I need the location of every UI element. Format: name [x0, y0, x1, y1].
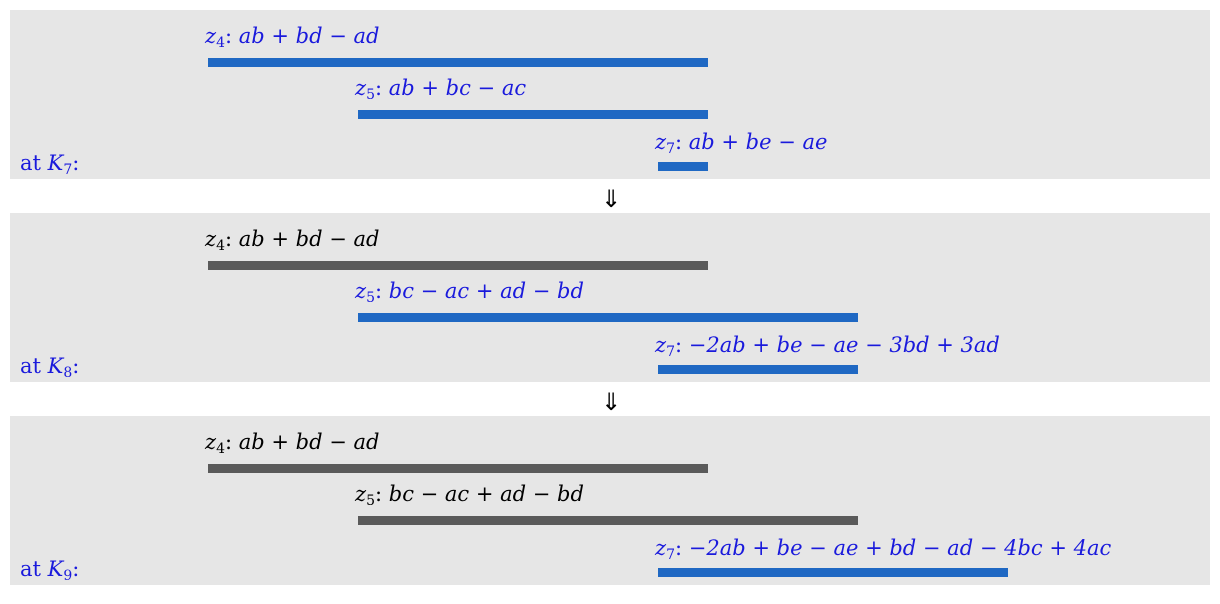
- bar-label-z5: z5: bc − ac + ad − bd: [355, 279, 584, 306]
- bar-z4: [208, 261, 708, 270]
- bar-z7: [658, 162, 708, 171]
- bar-label-z4: z4: ab + bd − ad: [205, 24, 380, 51]
- bar-label-z4: z4: ab + bd − ad: [205, 430, 380, 457]
- bar-label-z7: z7: −2ab + be − ae − 3bd + 3ad: [655, 333, 1000, 360]
- bar-z7: [658, 568, 1008, 577]
- bar-label-z5: z5: ab + bc − ac: [355, 76, 527, 103]
- panel-label: at K9:: [20, 557, 80, 584]
- bar-z5: [358, 516, 858, 525]
- bar-label-z4: z4: ab + bd − ad: [205, 227, 380, 254]
- bar-label-z7: z7: ab + be − ae: [655, 130, 828, 157]
- bar-z4: [208, 464, 708, 473]
- bar-z5: [358, 313, 858, 322]
- panel-label: at K8:: [20, 354, 80, 381]
- bar-z5: [358, 110, 708, 119]
- bar-label-z5: z5: bc − ac + ad − bd: [355, 482, 584, 509]
- panel-k9: at K9: z4: ab + bd − ad z5: bc − ac + ad −…: [10, 416, 1210, 585]
- down-double-arrow-icon: ⇓: [600, 185, 622, 213]
- bar-z4: [208, 58, 708, 67]
- bar-z7: [658, 365, 858, 374]
- panel-k8: at K8: z4: ab + bd − ad z5: bc − ac + ad −…: [10, 213, 1210, 382]
- panel-label: at K7:: [20, 151, 80, 178]
- down-double-arrow-icon: ⇓: [600, 388, 622, 416]
- bar-label-z7: z7: −2ab + be − ae + bd − ad − 4bc + 4ac: [655, 536, 1112, 563]
- panel-k7: at K7: z4: ab + bd − ad z5: ab + bc − ac z7…: [10, 10, 1210, 179]
